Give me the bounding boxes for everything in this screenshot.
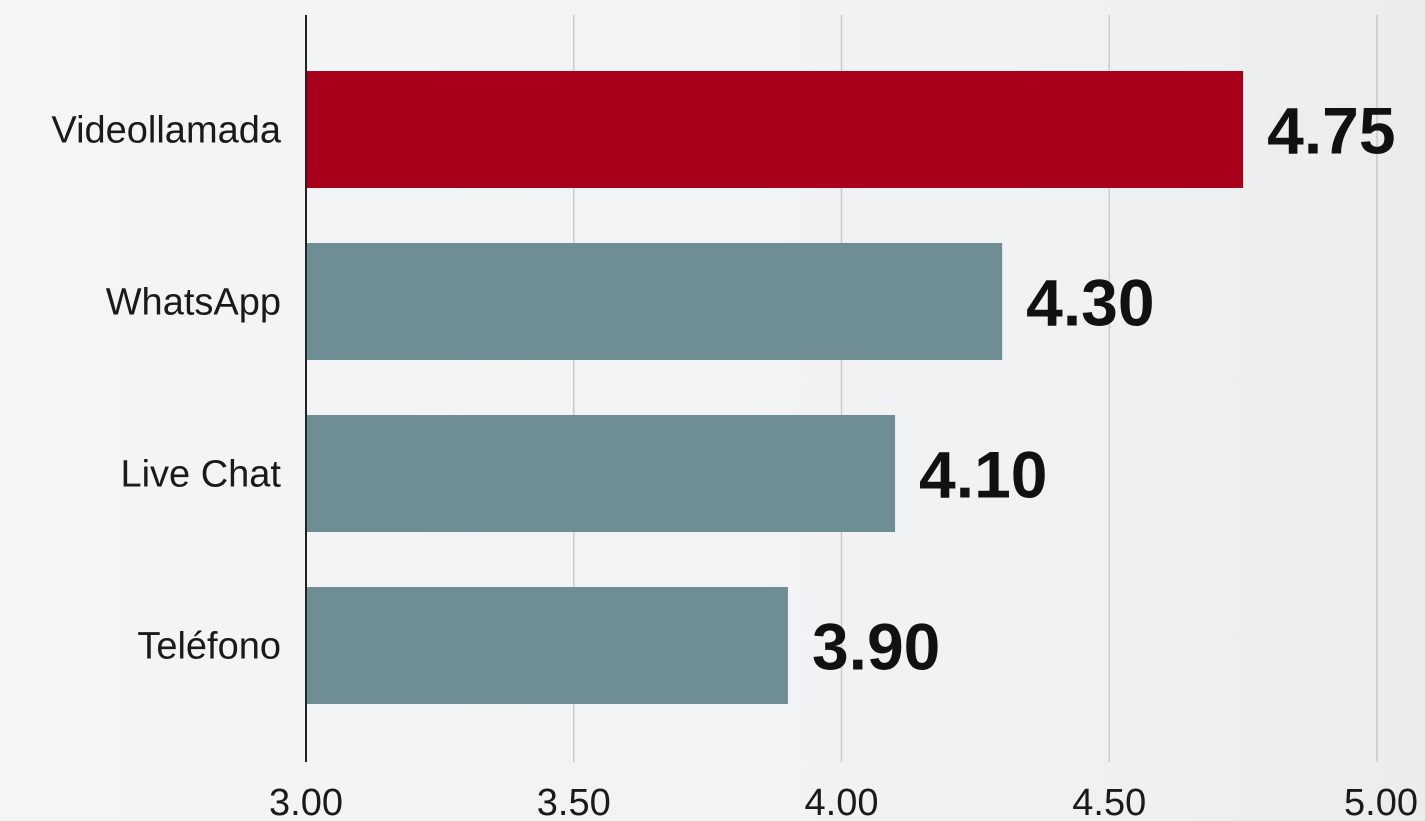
category-labels: Videollamada WhatsApp Live Chat Teléfono	[51, 110, 281, 668]
value-labels: 4.75 4.30 4.10 3.90	[812, 94, 1396, 684]
category-label: WhatsApp	[106, 282, 281, 324]
category-label: Videollamada	[51, 110, 281, 152]
category-label: Live Chat	[120, 454, 281, 496]
bars	[306, 71, 1244, 704]
x-tick-labels: 3.00 3.50 4.00 4.50 5.00	[269, 782, 1418, 821]
value-label: 3.90	[812, 610, 940, 684]
value-label: 4.75	[1267, 94, 1395, 168]
bar	[306, 415, 896, 532]
x-tick-label: 4.00	[805, 782, 879, 821]
category-label: Teléfono	[137, 626, 281, 668]
bar	[306, 587, 788, 704]
x-tick-label: 3.50	[537, 782, 611, 821]
x-tick-label: 4.50	[1072, 782, 1146, 821]
x-tick-label: 3.00	[269, 782, 343, 821]
value-label: 4.30	[1026, 266, 1154, 340]
bar	[306, 243, 1003, 360]
value-label: 4.10	[919, 438, 1047, 512]
x-tick-label: 5.00	[1344, 782, 1418, 821]
bar	[306, 71, 1244, 188]
